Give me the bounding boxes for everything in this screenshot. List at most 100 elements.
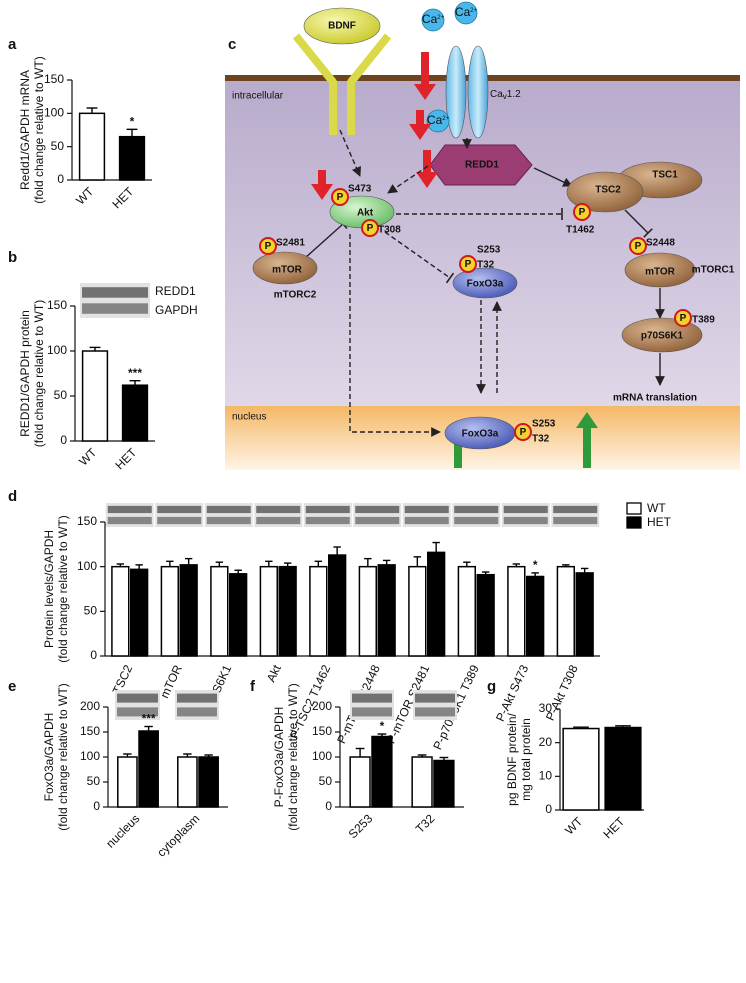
bar (177, 756, 198, 808)
ion-label: Ca2+ (427, 113, 450, 127)
significance-label: *** (128, 366, 142, 380)
phospho-label: P (465, 259, 472, 270)
node-label: FoxO3a (462, 429, 499, 440)
y-axis-label: Redd1/GAPDH mRNA (18, 70, 32, 190)
bar (371, 735, 393, 808)
activation (387, 165, 429, 194)
y-axis-label: Protein levels/GAPDH (42, 530, 56, 648)
phospho-site (459, 255, 477, 273)
significance-label: * (380, 719, 385, 733)
site-label: S2481 (276, 238, 305, 249)
y-tick-label: 0 (545, 802, 552, 816)
bar (78, 112, 106, 181)
legend-label: HET (647, 515, 672, 529)
tsc2 (566, 171, 644, 213)
activation (533, 167, 573, 187)
y-axis-label: pg BDNF protein/ (505, 712, 519, 805)
phospho-label: P (367, 223, 374, 234)
y-tick-label: 0 (57, 172, 64, 186)
channel-sub: v (503, 92, 507, 101)
bar (160, 565, 179, 657)
y-axis-label: (fold change relative to WT) (56, 515, 70, 662)
bar (259, 565, 279, 657)
ion-charge: 2+ (470, 8, 477, 14)
increase-arrow (576, 412, 598, 468)
phospho-label: P (337, 192, 344, 203)
y-tick-label: 0 (93, 799, 100, 813)
y-tick-label: 0 (325, 799, 332, 813)
blot-band (177, 707, 217, 717)
decrease-arrow (311, 170, 333, 200)
blot-band (553, 505, 598, 514)
ion-label: Ca2+ (455, 5, 478, 19)
blot-band (117, 693, 158, 703)
bar (575, 572, 594, 657)
blot-band (503, 516, 548, 525)
blot-band (206, 516, 251, 525)
blot-band (454, 505, 499, 514)
blot-label: GAPDH (155, 303, 198, 317)
inhibition-bar (643, 228, 653, 238)
blot-band (256, 505, 301, 514)
x-tick-label: HET (600, 814, 627, 841)
y-tick-label: 50 (87, 774, 101, 788)
inhibition (624, 209, 649, 234)
ion-label: Ca2+ (422, 12, 445, 26)
phospho-site (674, 309, 692, 327)
y-axis-label: (fold change relative to WT) (56, 683, 70, 830)
y-tick-label: 20 (539, 735, 553, 749)
bar (309, 565, 328, 657)
bar (349, 756, 371, 808)
bar (111, 565, 130, 657)
x-tick-label: HET (112, 445, 139, 472)
bar (476, 573, 495, 657)
node-label: TSC2 (595, 185, 621, 196)
y-axis-label: FoxO3a/GAPDH (42, 713, 56, 802)
y-tick-label: 0 (90, 648, 97, 662)
node-label: FoxO3a (467, 279, 504, 290)
decrease-arrow (414, 52, 436, 100)
channel (467, 45, 489, 139)
site-label: S253 (477, 245, 501, 256)
x-tick-label: WT (562, 814, 586, 838)
node-label: Akt (357, 208, 374, 219)
phospho-site (629, 237, 647, 255)
calcium-ion (426, 109, 450, 133)
x-tick-label: WT (73, 184, 97, 208)
y-tick-label: 0 (60, 433, 67, 447)
y-axis-label: mg total protein (519, 718, 533, 801)
inhibition-bar (445, 272, 455, 284)
bar (427, 551, 446, 657)
blot-band (553, 516, 598, 525)
node-label: TSC1 (652, 170, 678, 181)
y-axis-label: (fold change relative to WT) (286, 683, 300, 830)
blot-band (107, 516, 152, 525)
compartment-label: nucleus (232, 412, 266, 423)
site-label: S2448 (646, 238, 675, 249)
y-tick-label: 10 (539, 769, 553, 783)
bar (457, 565, 477, 657)
ion-base: Ca (427, 113, 443, 127)
x-tick-label: cytoplasm (154, 811, 202, 859)
node-label: mTOR (645, 267, 676, 278)
y-tick-label: 30 (539, 701, 553, 715)
y-tick-label: 200 (312, 699, 332, 713)
site-label: T389 (692, 315, 715, 326)
node-label: p70S6K1 (641, 331, 684, 342)
y-axis-label: P-FoxO3a/GAPDH (272, 707, 286, 808)
ion-charge: 2+ (437, 15, 444, 21)
bar (328, 554, 347, 657)
bar (229, 573, 248, 657)
y-tick-label: 100 (312, 749, 332, 763)
phospho-site (514, 423, 532, 441)
phospho-label: P (579, 207, 586, 218)
legend-label: WT (647, 501, 666, 515)
panel-letter: b (8, 249, 17, 266)
site-label: T32 (477, 260, 495, 271)
phospho-site (573, 203, 591, 221)
y-tick-label: 200 (80, 699, 100, 713)
translocation (349, 234, 441, 437)
foxo3a (452, 267, 518, 299)
blot-label: REDD1 (155, 284, 196, 298)
